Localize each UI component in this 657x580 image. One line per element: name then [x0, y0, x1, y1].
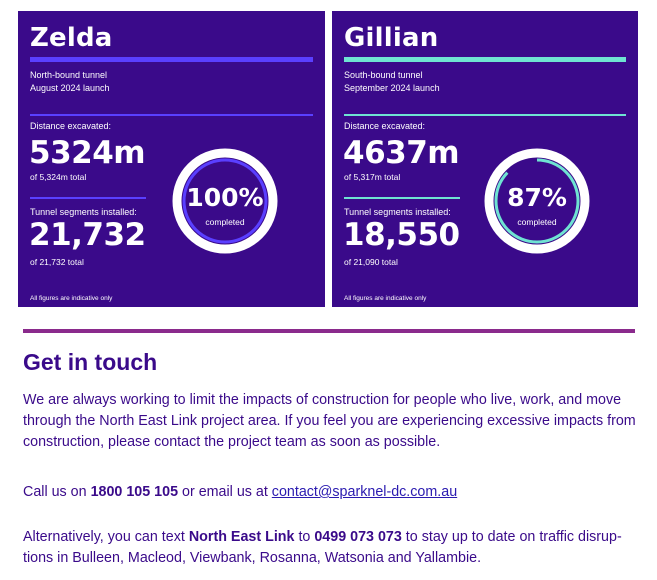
distance-total: of 5,317m total [344, 172, 401, 182]
section-rule [344, 114, 626, 116]
disclaimer: All figures are indicative only [30, 295, 113, 302]
sms-number: 0499 073 073 [314, 529, 402, 545]
section-rule [30, 114, 313, 116]
distance-total: of 5,324m total [30, 172, 87, 182]
accent-rule [344, 57, 626, 62]
gauge-progress-ring [494, 158, 580, 244]
progress-gauge: 87% completed [483, 147, 591, 255]
percent-completed: 100% [186, 183, 264, 212]
sms-keyword: North East Link [188, 529, 295, 545]
percent-completed: 87% [507, 183, 567, 212]
phone-number: 1800 105 105 [90, 484, 179, 500]
call-mid: or email us at [178, 484, 272, 500]
section-rule [30, 197, 146, 199]
segments-value: 18,550 [343, 217, 460, 253]
sms-suffix: to stay up to date on traffic disrup­tio… [23, 529, 622, 566]
call-prefix: Call us on [23, 484, 91, 500]
distance-label: Distance excavated: [30, 121, 112, 131]
tunnel-info: North-bound tunnel August 2024 launch [30, 69, 110, 95]
gauge-progress-ring [182, 158, 268, 244]
tunnel-info: South-bound tunnel September 2024 launch [344, 69, 440, 95]
gauge-track [484, 148, 590, 254]
segments-total: of 21,732 total [30, 257, 84, 267]
segments-value: 21,732 [29, 217, 146, 253]
sms-prefix: Alternatively, you can text [23, 529, 189, 545]
distance-value: 4637m [343, 135, 460, 171]
distance-label: Distance excavated: [344, 121, 426, 131]
completed-label: completed [205, 217, 245, 227]
email-link[interactable]: contact@sparknel-dc.com.au [271, 484, 458, 500]
contact-intro: We are always working to limit the impac… [23, 392, 636, 450]
segments-label: Tunnel segments installed: [344, 207, 451, 217]
contact-sms-line: Alternatively, you can text North East L… [23, 527, 637, 569]
sms-mid: to [294, 529, 315, 545]
segments-label: Tunnel segments installed: [30, 207, 137, 217]
tunnel-card-zelda: Zelda North-bound tunnel August 2024 lau… [18, 11, 325, 307]
section-divider [23, 329, 635, 333]
accent-rule [30, 57, 313, 62]
tunnel-launch: August 2024 launch [30, 83, 110, 93]
tunnel-direction: South-bound tunnel [344, 70, 423, 80]
tunnel-launch: September 2024 launch [344, 83, 440, 93]
tunnel-direction: North-bound tunnel [30, 70, 108, 80]
completed-label: completed [517, 217, 557, 227]
contact-call-line: Call us on 1800 105 105 or email us at c… [23, 482, 637, 503]
progress-gauge: 100% completed [171, 147, 279, 255]
contact-heading: Get in touch [23, 349, 158, 375]
segments-total: of 21,090 total [344, 257, 398, 267]
disclaimer: All figures are indicative only [344, 295, 427, 302]
section-rule [344, 197, 460, 199]
tunnel-name: Zelda [30, 23, 113, 53]
distance-value: 5324m [29, 135, 146, 171]
tunnel-name: Gillian [344, 23, 439, 53]
gauge-track [172, 148, 278, 254]
tunnel-card-gillian: Gillian South-bound tunnel September 202… [332, 11, 638, 307]
